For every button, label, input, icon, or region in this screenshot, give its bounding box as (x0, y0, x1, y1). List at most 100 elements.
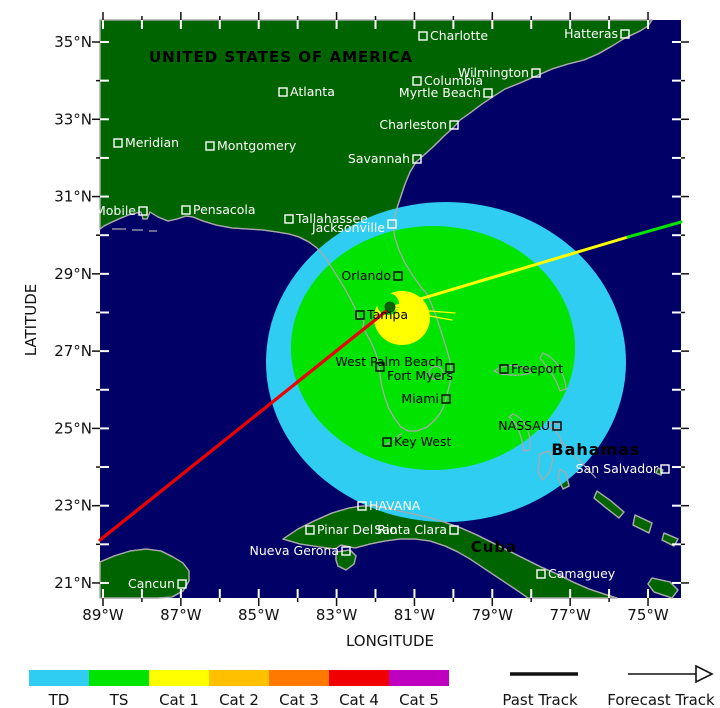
storm-center-dot (384, 301, 396, 313)
city-marker-key-west (382, 437, 392, 447)
x-axis-title: LONGITUDE (346, 632, 434, 650)
city-label-mobile: Mobile (95, 203, 136, 218)
island-outline (112, 228, 157, 232)
city-marker-jacksonville (387, 219, 397, 229)
lat-tick-label: 33°N (54, 110, 92, 128)
legend-category-label: TS (109, 691, 129, 708)
city-marker-orlando (393, 271, 403, 281)
city-marker-camaguey (536, 569, 546, 579)
city-label-cancun: Cancun (128, 576, 175, 591)
city-label-tallahassee: Tallahassee (295, 211, 368, 226)
coastline (282, 505, 618, 599)
city-label-pensacola: Pensacola (193, 202, 256, 217)
city-marker-hatteras (620, 29, 630, 39)
legend-category-label: Cat 1 (159, 691, 199, 708)
city-label-columbia: Columbia (424, 73, 483, 88)
lon-tick-label: 85°W (238, 606, 280, 624)
city-label-wilmington: Wilmington (458, 65, 529, 80)
city-label-fort-myers: Fort Myers (387, 368, 453, 383)
legend-swatch-cat2 (209, 670, 269, 686)
island-outline (559, 439, 597, 479)
country-label-bahamas: Bahamas (551, 440, 640, 459)
city-label-charlotte: Charlotte (430, 28, 488, 43)
lat-tick-label: 21°N (54, 574, 92, 592)
city-label-hatteras: Hatteras (564, 26, 618, 41)
legend-swatch-cat5 (389, 670, 449, 686)
city-marker-pensacola (181, 205, 191, 215)
city-label-atlanta: Atlanta (290, 84, 335, 99)
city-marker-santa-clara (449, 525, 459, 535)
lon-tick-label: 79°W (472, 606, 514, 624)
city-label-san-salvador: San Salvador (576, 461, 659, 476)
forecast-cone-line (390, 307, 456, 314)
city-label-montgomery: Montgomery (217, 138, 297, 153)
forecast-track-line-1 (626, 220, 683, 239)
city-marker-tallahassee (284, 214, 294, 224)
lon-tick-label: 77°W (549, 606, 591, 624)
past-track-line (98, 306, 392, 542)
lat-tick-label: 25°N (54, 419, 92, 437)
legend-forecast-track-label: Forecast Track (607, 691, 715, 708)
island-outline (507, 413, 531, 452)
coastline (99, 548, 190, 599)
city-label-camaguey: Camaguey (548, 566, 616, 581)
city-marker-pinar-del-rio (305, 525, 315, 535)
forecast-track-line-0 (388, 235, 630, 310)
city-marker-west-palm-beach (445, 363, 455, 373)
city-label-savannah: Savannah (348, 151, 410, 166)
coastline (335, 549, 357, 571)
legend-swatch-cat4 (329, 670, 389, 686)
country-label-layer: UNITED STATES OF AMERICA Cuba Bahamas (149, 48, 640, 556)
legend-swatch-cat3 (269, 670, 329, 686)
city-label-nassau: NASSAU (498, 418, 550, 433)
lon-tick-label: 87°W (160, 606, 202, 624)
city-layer: Meridian Montgomery Atlanta Mobile Pensacola… (95, 26, 670, 591)
legend-category-label: Cat 5 (399, 691, 439, 708)
city-label-meridian: Meridian (125, 135, 179, 150)
city-marker-havana (357, 501, 367, 511)
coastline (557, 468, 570, 490)
city-marker-cancun (177, 579, 187, 589)
lat-tick-label: 35°N (54, 33, 92, 51)
city-marker-fort-myers (375, 362, 385, 372)
city-marker-nueva-gerona (341, 546, 351, 556)
lon-tick-label: 75°W (627, 606, 669, 624)
wind-field-ts (291, 226, 575, 470)
city-marker-columbia (412, 76, 422, 86)
legend-category-label: Cat 2 (219, 691, 259, 708)
legend-swatch-cat1 (149, 670, 209, 686)
legend-category-label: Cat 3 (279, 691, 319, 708)
lat-tick-label: 27°N (54, 342, 92, 360)
lon-tick-label: 81°W (394, 606, 436, 624)
country-label-usa: UNITED STATES OF AMERICA (149, 48, 413, 66)
lat-tick-label: 31°N (54, 188, 92, 206)
city-label-havana: HAVANA (369, 498, 421, 513)
city-label-key-west: Key West (394, 434, 451, 449)
city-marker-myrtle-beach (483, 88, 493, 98)
city-marker-nassau (552, 421, 562, 431)
city-label-pinar-del-rio: Pinar Del Rio (317, 522, 397, 537)
city-label-west-palm-beach: West Palm Beach (335, 354, 443, 369)
coastline (647, 577, 679, 599)
city-marker-meridian (113, 138, 123, 148)
wind-field-layer (266, 202, 626, 522)
legend-category-label: Cat 4 (339, 691, 379, 708)
legend-layer: Past Track Forecast Track TD TS Cat 1 Cat 2… (29, 664, 715, 708)
city-label-charleston: Charleston (379, 117, 447, 132)
city-marker-miami (441, 394, 451, 404)
legend-swatch-td (29, 670, 89, 686)
city-label-orlando: Orlando (341, 268, 391, 283)
city-label-freeport: Freeport (511, 361, 563, 376)
lake-okeechobee-outline (428, 365, 444, 381)
city-label-miami: Miami (401, 391, 439, 406)
lon-tick-label: 83°W (316, 606, 358, 624)
lon-tick-label: 89°W (82, 606, 124, 624)
coastline (537, 450, 554, 481)
coastline (99, 19, 653, 432)
lat-tick-label: 29°N (54, 265, 92, 283)
country-label-cuba: Cuba (471, 538, 518, 556)
coastline (632, 514, 653, 534)
island-outline (539, 352, 567, 392)
island-outline (492, 364, 534, 376)
axis-layer: LONGITUDE LATITUDE 89°W 87°W 85°W 83°W 81°W 7… (22, 12, 689, 650)
